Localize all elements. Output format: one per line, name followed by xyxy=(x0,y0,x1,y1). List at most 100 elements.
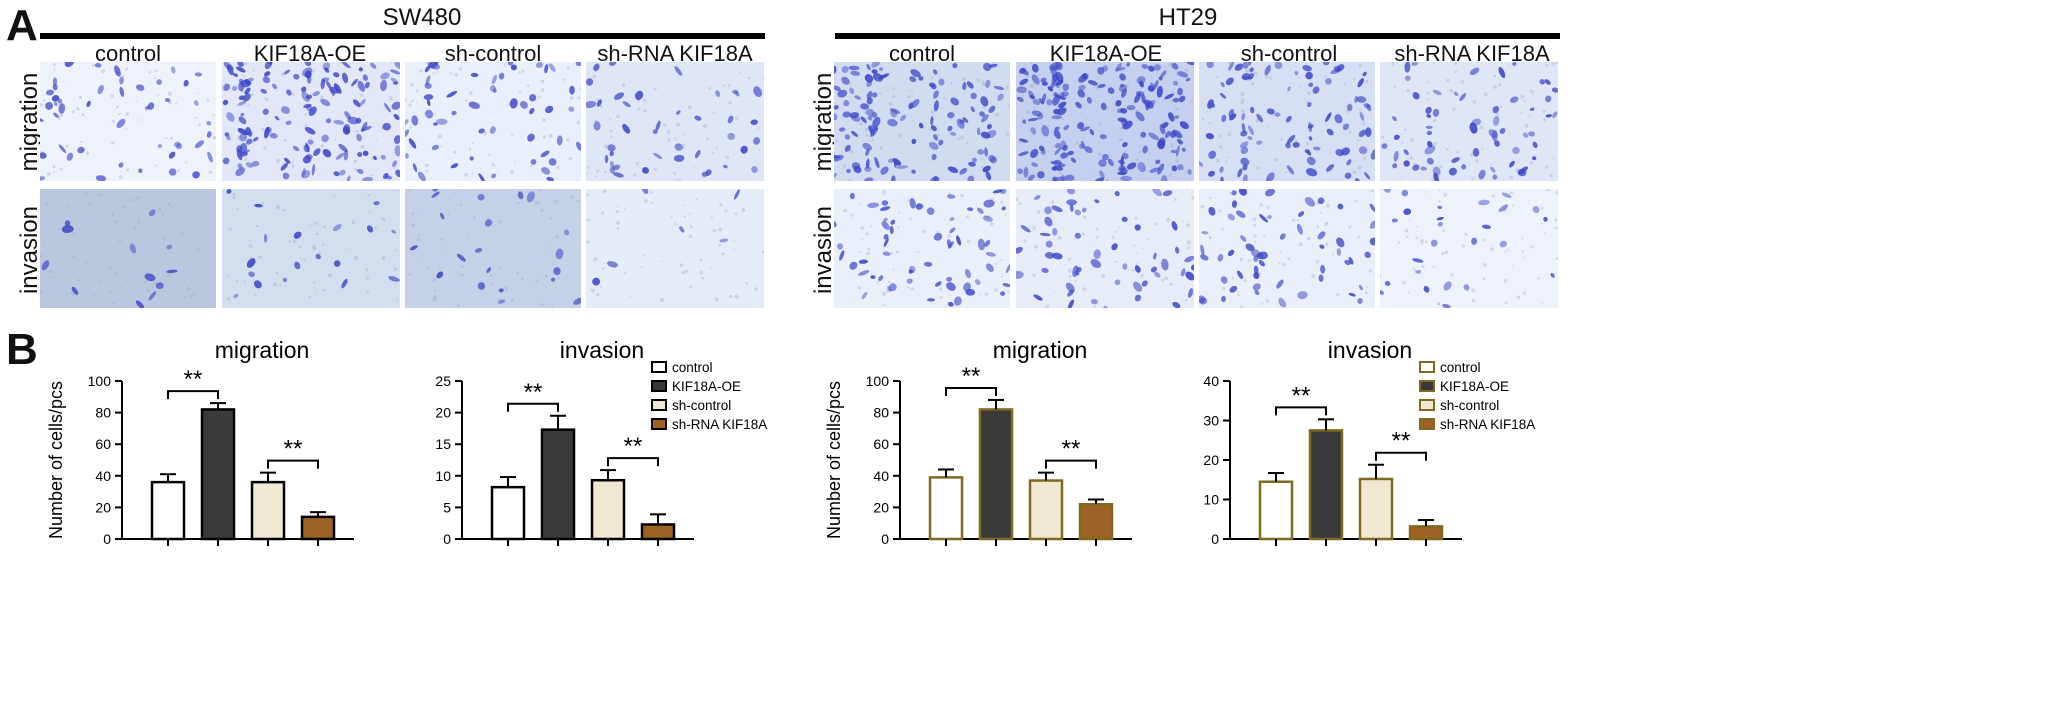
micrograph-ht29-invasion-1 xyxy=(1016,189,1194,308)
significance-bracket xyxy=(167,390,219,400)
y-tick-label: 10 xyxy=(435,468,451,484)
y-tick-label: 20 xyxy=(1203,452,1219,468)
y-tick-label: 80 xyxy=(873,405,889,421)
chart-ht29-invasion: invasion 0 10 20 30 40 ** ** control KIF18A-OE sh-… xyxy=(1203,337,1535,547)
significance-label: ** xyxy=(1292,382,1311,409)
y-tick-label: 80 xyxy=(95,405,111,421)
legend-label: control xyxy=(1440,360,1481,375)
significance-label: ** xyxy=(1062,436,1081,463)
legend-swatch xyxy=(1419,399,1435,411)
micrograph-sw480-migration-0 xyxy=(40,62,216,181)
bar-sh-control xyxy=(590,478,626,541)
significance-bracket xyxy=(1045,459,1097,469)
bar-sh-control xyxy=(1358,477,1394,541)
micrograph-sw480-migration-2 xyxy=(405,62,581,181)
y-tick-label: 25 xyxy=(435,373,451,389)
micrograph-sw480-migration-3 xyxy=(586,62,764,181)
bar-control xyxy=(1258,480,1294,541)
micrograph-sw480-invasion-1 xyxy=(222,189,400,308)
significance-bracket xyxy=(945,386,997,396)
y-tick-label: 60 xyxy=(873,436,889,452)
significance-bracket xyxy=(1275,406,1327,416)
bar-sh-rna-kif18a xyxy=(1408,525,1444,541)
legend-swatch xyxy=(1419,361,1435,373)
legend-label: sh-RNA KIF18A xyxy=(1440,417,1535,432)
chart-title: invasion xyxy=(560,337,644,363)
column-label-ht29-kif18a-oe: KIF18A-OE xyxy=(1049,41,1163,66)
bar-sh-rna-kif18a xyxy=(300,515,336,541)
y-axis-label: Number of cells/pcs xyxy=(46,381,66,539)
micrograph-ht29-invasion-0 xyxy=(834,189,1010,308)
micrograph-sw480-invasion-2 xyxy=(405,189,581,308)
significance-bracket xyxy=(1375,451,1427,461)
micrograph-sw480-migration-1 xyxy=(222,62,400,181)
y-tick-label: 20 xyxy=(435,405,451,421)
y-tick-label: 0 xyxy=(103,531,111,547)
bar-kif18a-oe xyxy=(540,428,576,541)
chart-title: invasion xyxy=(1328,337,1412,363)
legend-swatch xyxy=(651,399,667,411)
significance-bracket xyxy=(607,457,659,467)
legend-label: KIF18A-OE xyxy=(1440,379,1509,394)
chart-sw480-migration: migration Number of cells/pcs 0 20 40 60 80 100… xyxy=(46,337,354,547)
column-label-sw480-sh-control: sh-control xyxy=(444,41,542,66)
significance-label: ** xyxy=(524,379,543,406)
significance-label: ** xyxy=(624,433,643,460)
legend-label: control xyxy=(672,360,713,375)
legend-label: KIF18A-OE xyxy=(672,379,741,394)
chart-title: migration xyxy=(993,337,1088,363)
group-rule-sw480 xyxy=(40,33,765,39)
bar-sh-rna-kif18a xyxy=(1078,502,1114,541)
group-title-sw480: SW480 xyxy=(382,4,462,31)
significance-label: ** xyxy=(962,363,981,390)
micrograph-ht29-migration-3 xyxy=(1380,62,1558,181)
y-tick-label: 5 xyxy=(443,499,451,515)
legend-swatch xyxy=(1419,418,1435,430)
bar-sh-control xyxy=(1028,479,1064,541)
legend-swatch xyxy=(651,361,667,373)
micrograph-ht29-invasion-2 xyxy=(1199,189,1375,308)
y-tick-label: 20 xyxy=(95,499,111,515)
column-label-ht29-control: control xyxy=(888,41,956,66)
micrograph-sw480-invasion-3 xyxy=(586,189,764,308)
legend-label: sh-RNA KIF18A xyxy=(672,417,767,432)
micrograph-ht29-migration-2 xyxy=(1199,62,1375,181)
y-tick-label: 60 xyxy=(95,436,111,452)
micrograph-ht29-migration-1 xyxy=(1016,62,1194,181)
chart-ht29-migration: migration Number of cells/pcs 0 20 40 60 80 100… xyxy=(824,337,1132,547)
legend-swatch xyxy=(651,418,667,430)
legend-swatch xyxy=(1419,380,1435,392)
bar-kif18a-oe xyxy=(978,408,1014,541)
chart-sw480-invasion: invasion 0 5 10 15 20 25 ** ** control KIF18A-OE sh… xyxy=(435,337,767,547)
micrograph-ht29-migration-0 xyxy=(834,62,1010,181)
y-tick-label: 15 xyxy=(435,436,451,452)
bar-sh-rna-kif18a xyxy=(640,523,676,541)
significance-bracket xyxy=(507,402,559,412)
y-tick-label: 0 xyxy=(881,531,889,547)
column-label-sw480-sh-rna: sh-RNA KIF18A xyxy=(597,41,753,66)
micrograph-sw480-invasion-0 xyxy=(40,189,216,308)
y-tick-label: 40 xyxy=(95,468,111,484)
y-tick-label: 40 xyxy=(1203,373,1219,389)
chart-title: migration xyxy=(215,337,310,363)
legend-swatch xyxy=(651,380,667,392)
bar-sh-control xyxy=(250,480,286,541)
panel-a-letter: A xyxy=(6,1,38,50)
column-label-ht29-sh-rna: sh-RNA KIF18A xyxy=(1394,41,1550,66)
bar-kif18a-oe xyxy=(200,408,236,541)
column-label-sw480-control: control xyxy=(94,41,162,66)
bar-control xyxy=(490,485,526,541)
y-axis-label: Number of cells/pcs xyxy=(824,381,844,539)
group-title-ht29: HT29 xyxy=(1158,4,1218,31)
column-label-ht29-sh-control: sh-control xyxy=(1240,41,1338,66)
bar-kif18a-oe xyxy=(1308,429,1344,541)
y-tick-label: 0 xyxy=(1211,531,1219,547)
significance-bracket xyxy=(267,459,319,469)
panel-b-letter: B xyxy=(6,325,38,374)
legend-label: sh-control xyxy=(672,398,731,413)
group-rule-ht29 xyxy=(835,33,1560,39)
significance-label: ** xyxy=(1392,428,1411,455)
y-tick-label: 100 xyxy=(88,373,112,389)
bar-control xyxy=(928,476,964,541)
y-tick-label: 20 xyxy=(873,499,889,515)
